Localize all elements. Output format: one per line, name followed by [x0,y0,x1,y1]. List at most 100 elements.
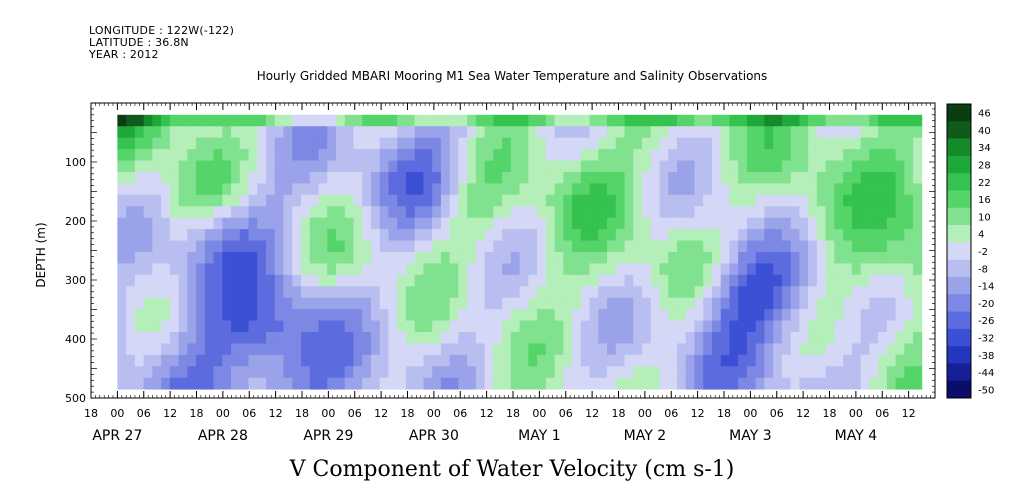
heatmap-cell [467,149,477,161]
heatmap-cell [484,137,494,150]
heatmap-cell [825,377,835,390]
heatmap-cell [580,126,590,139]
heatmap-cell [502,263,512,276]
heatmap-cell [711,274,722,287]
x-tick-label: 12 [902,407,916,420]
heatmap-cell [405,263,416,276]
heatmap-cell [152,320,162,333]
heatmap-cell [729,331,739,344]
heatmap-cell [764,286,774,299]
y-tick-label: 200 [65,215,86,228]
heatmap-cell [222,377,232,390]
heatmap-cell [309,114,319,127]
heatmap-cell [764,240,774,253]
heatmap-cell [843,126,853,139]
heatmap-cell [668,274,678,287]
heatmap-cell [519,171,529,184]
heatmap-cell [711,297,722,310]
heatmap-cell [668,320,678,333]
heatmap-cell [440,217,451,230]
heatmap-cell [913,354,923,367]
heatmap-cell [904,126,914,139]
heatmap-cell [554,183,564,196]
heatmap-cell [502,229,512,241]
heatmap-cell [423,263,433,276]
heatmap-cell [773,171,783,184]
heatmap-cell [711,343,722,356]
heatmap-cell [152,343,162,356]
heatmap-cell [615,240,625,253]
heatmap-cell [458,286,468,299]
heatmap-cell [773,229,783,241]
heatmap-cell [222,149,232,161]
heatmap-cell [143,183,153,196]
heatmap-cell [187,126,197,139]
x-tick-label: 18 [506,407,520,420]
heatmap-cell [370,229,381,241]
heatmap-cell [886,377,896,390]
heatmap-cell [790,274,800,287]
heatmap-cell [790,331,800,344]
heatmap-cell [475,194,486,207]
heatmap-cell [266,274,276,287]
colorbar-swatch [947,294,971,312]
heatmap-cell [475,286,486,299]
heatmap-cell [178,137,188,150]
heatmap-cell [362,206,372,219]
heatmap-cell [318,274,328,287]
heatmap-cell [615,377,625,390]
heatmap-cell [467,171,477,184]
heatmap-cell [484,263,494,276]
heatmap-cell [274,160,284,173]
heatmap-cell [869,194,879,207]
heatmap-cell [257,217,267,230]
heatmap-cell [869,251,879,264]
heatmap-cell [405,309,416,321]
heatmap-cell [283,286,293,299]
heatmap-cell [388,377,398,390]
heatmap-cell [335,274,346,287]
heatmap-cell [327,229,337,241]
heatmap-cell [528,217,538,230]
heatmap-cell [510,274,520,287]
heatmap-cell [554,137,564,150]
heatmap-cell [528,229,538,241]
heatmap-cell [913,240,923,253]
heatmap-cell [607,149,617,161]
heatmap-cell [799,114,809,127]
heatmap-cell [860,331,870,344]
heatmap-cell [484,160,494,173]
heatmap-cell [659,343,669,356]
heatmap-cell [388,343,398,356]
heatmap-cell [432,263,442,276]
heatmap-cell [694,274,704,287]
heatmap-cell [746,366,757,379]
heatmap-cell [607,309,617,321]
heatmap-cell [362,149,372,161]
heatmap-cell [266,114,276,127]
heatmap-cell [204,320,214,333]
heatmap-cell [257,366,267,379]
heatmap-cell [878,286,888,299]
heatmap-cell [878,354,888,367]
heatmap-cell [860,149,870,161]
heatmap-cell [816,377,827,390]
heatmap-cell [563,229,573,241]
heatmap-cell [886,320,896,333]
heatmap-cell [379,194,389,207]
heatmap-cell [187,171,197,184]
heatmap-cell [598,229,608,241]
heatmap-cell [292,343,302,356]
heatmap-cell [327,354,337,367]
heatmap-cell [650,343,660,356]
heatmap-cell [624,251,634,264]
heatmap-cell [231,320,241,333]
heatmap-cell [353,240,363,253]
heatmap-cell [685,206,695,219]
heatmap-cell [764,263,774,276]
heatmap-cell [685,297,695,310]
heatmap-cell [379,343,389,356]
heatmap-cell [248,229,258,241]
heatmap-cell [196,194,206,207]
